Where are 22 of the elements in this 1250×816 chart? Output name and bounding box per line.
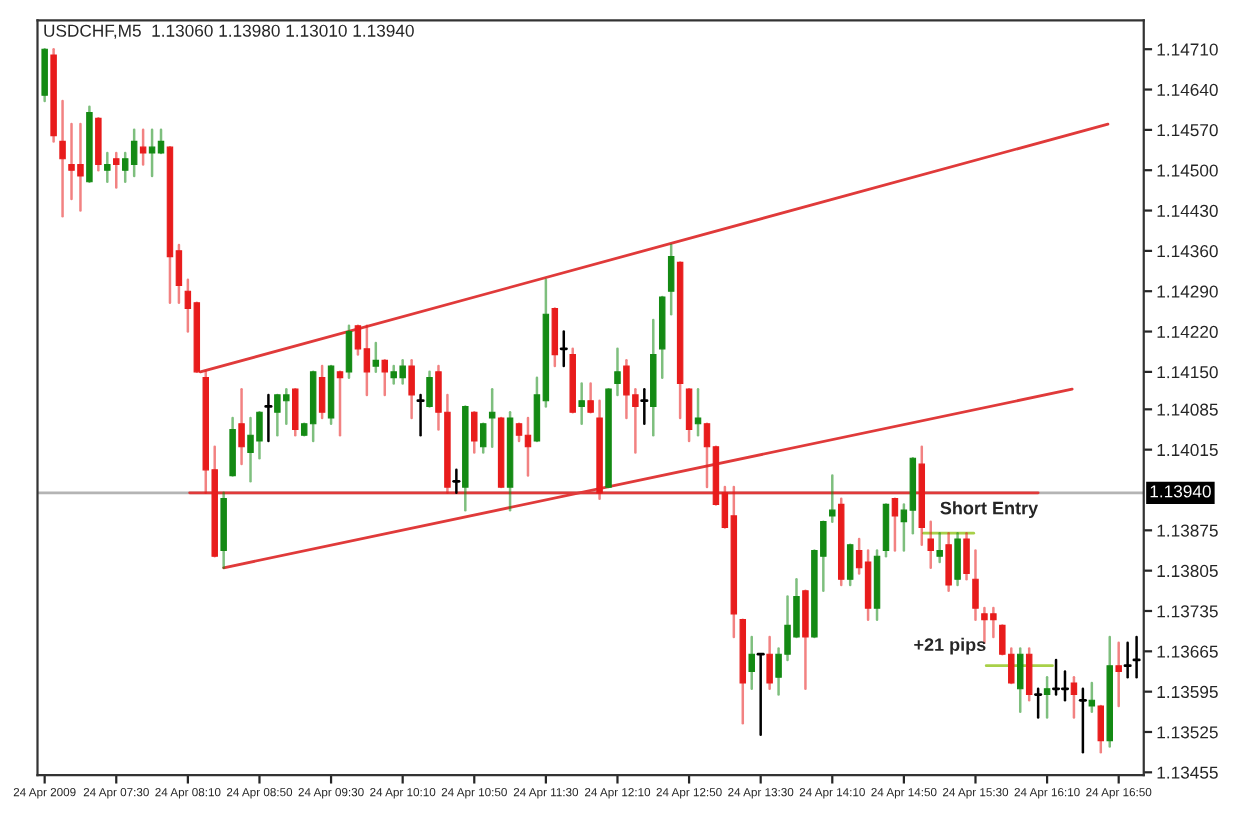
y-tick-label: 1.14220: [1157, 325, 1218, 338]
y-tick-label: 1.13805: [1157, 564, 1218, 578]
y-tick-label: 1.13665: [1157, 645, 1218, 658]
series-label: +21 pips: [914, 637, 986, 655]
y-tick-label: 1.14430: [1157, 204, 1218, 217]
y-tick-label: 1.14640: [1157, 83, 1218, 96]
y-tick-label: 1.14360: [1157, 245, 1218, 258]
y-tick-label: 1.14500: [1157, 164, 1218, 177]
y-tick-label: 1.14290: [1157, 285, 1218, 298]
y-tick-label: 1.13735: [1157, 605, 1218, 618]
y-tick-label: 1.14570: [1157, 124, 1218, 137]
y-tick-label: 1.13595: [1157, 685, 1218, 699]
y-tick-label: 1.13455: [1157, 766, 1218, 779]
y-tick-label: 1.13525: [1157, 726, 1218, 739]
y-tick-label: 1.14710: [1157, 43, 1218, 56]
chart-title: USDCHF,M5 1.13060 1.13980 1.13010 1.13940: [44, 24, 414, 39]
ref-line-label: 1.13940: [1150, 485, 1211, 498]
y-tick-label: 1.14150: [1157, 366, 1218, 379]
series-label: Short Entry: [940, 501, 1039, 519]
y-tick-label: 1.14085: [1157, 403, 1218, 416]
y-tick-label: 1.14015: [1157, 443, 1218, 457]
y-tick-label: 1.13875: [1157, 524, 1218, 537]
